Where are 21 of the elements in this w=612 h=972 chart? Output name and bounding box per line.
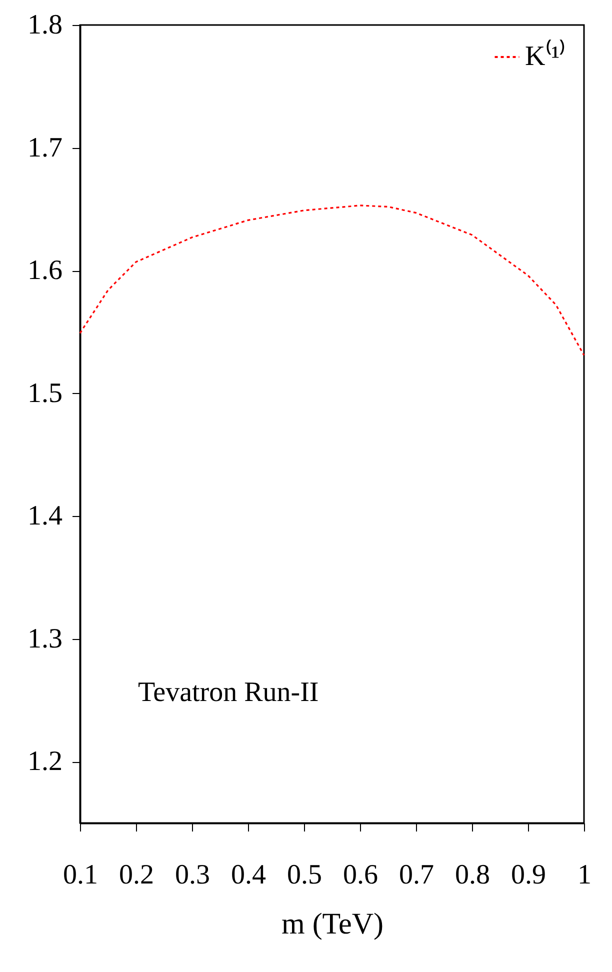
annotation: Tevatron Run-II [138, 677, 319, 708]
y-tick-label: 1.5 [28, 378, 62, 409]
x-tick-label: 0.8 [455, 860, 490, 890]
x-tick-label: 0.4 [231, 860, 266, 890]
x-tick-label: 0.7 [399, 860, 434, 890]
y-tick-label: 1.6 [28, 255, 62, 286]
x-tick-label: 0.1 [63, 860, 98, 890]
x-tick-label: 0.6 [343, 860, 378, 890]
y-tick-label: 1.4 [28, 500, 62, 532]
x-tick-label: 0.3 [175, 860, 210, 890]
x-tick-label: 0.2 [119, 860, 154, 890]
x-tick-label: 1 [578, 860, 592, 890]
x-axis-title: m (TeV) [281, 908, 384, 940]
x-tick-label: 0.9 [511, 860, 546, 890]
y-tick-label: 1.3 [28, 623, 62, 654]
y-tick-label: 1.8 [28, 10, 62, 40]
x-tick-label: 0.5 [287, 860, 322, 890]
y-tick-label: 1.2 [28, 746, 62, 778]
y-tick-label: 1.7 [28, 132, 62, 164]
line-series [79, 204, 585, 356]
legend-label: K⁽¹⁾ [525, 39, 566, 72]
